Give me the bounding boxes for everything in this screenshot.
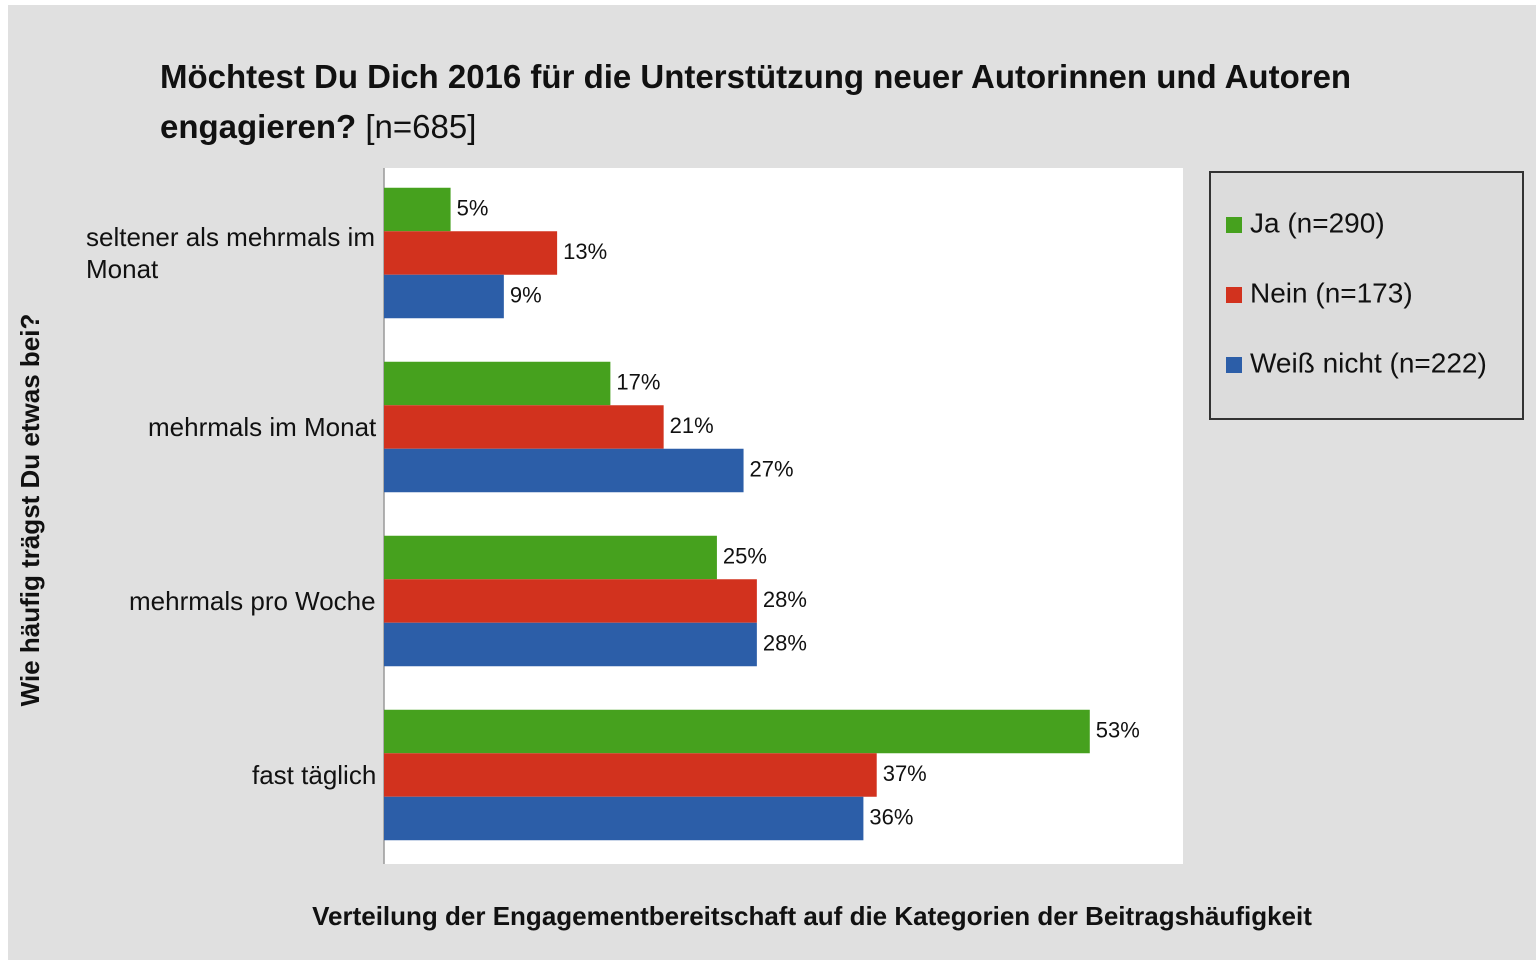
legend-label: Weiß nicht (n=222) [1250, 347, 1487, 378]
data-label: 36% [869, 804, 913, 829]
data-label: 53% [1096, 717, 1140, 742]
bar [384, 622, 757, 667]
legend-label: Ja (n=290) [1250, 207, 1385, 238]
bar [384, 796, 864, 841]
title-note: [n=685] [365, 108, 477, 145]
y-axis-label: Wie häufig trägst Du etwas bei? [15, 314, 45, 707]
bar [384, 753, 877, 797]
data-label: 37% [883, 761, 927, 786]
bar [384, 361, 611, 406]
bar [384, 448, 744, 493]
category-label: mehrmals pro Woche [129, 586, 376, 616]
bar [384, 405, 664, 449]
bar [384, 709, 1090, 754]
bar [384, 535, 717, 580]
data-label: 5% [457, 195, 489, 220]
data-label: 13% [563, 239, 607, 264]
data-label: 28% [763, 630, 807, 655]
bar [384, 579, 757, 623]
legend-label: Nein (n=173) [1250, 277, 1413, 308]
data-label: 25% [723, 543, 767, 568]
data-label: 9% [510, 282, 542, 307]
bar [384, 274, 504, 319]
data-label: 17% [616, 369, 660, 394]
title-text: Möchtest Du Dich 2016 für die Unterstütz… [160, 58, 1352, 145]
data-label: 27% [750, 456, 794, 481]
data-label: 21% [670, 413, 714, 438]
data-label: 28% [763, 587, 807, 612]
legend-swatch [1226, 217, 1242, 233]
legend-swatch [1226, 357, 1242, 373]
bar [384, 231, 558, 275]
legend-box [1209, 171, 1524, 420]
category-label: seltener als mehrmals im Monat [86, 222, 375, 284]
x-axis-label: Verteilung der Engagementbereitschaft au… [312, 901, 1312, 931]
category-label: mehrmals im Monat [148, 412, 377, 442]
chart-title: Möchtest Du Dich 2016 für die Unterstütz… [160, 52, 1460, 152]
legend-swatch [1226, 287, 1242, 303]
bar [384, 187, 451, 232]
category-label: fast täglich [252, 760, 377, 790]
